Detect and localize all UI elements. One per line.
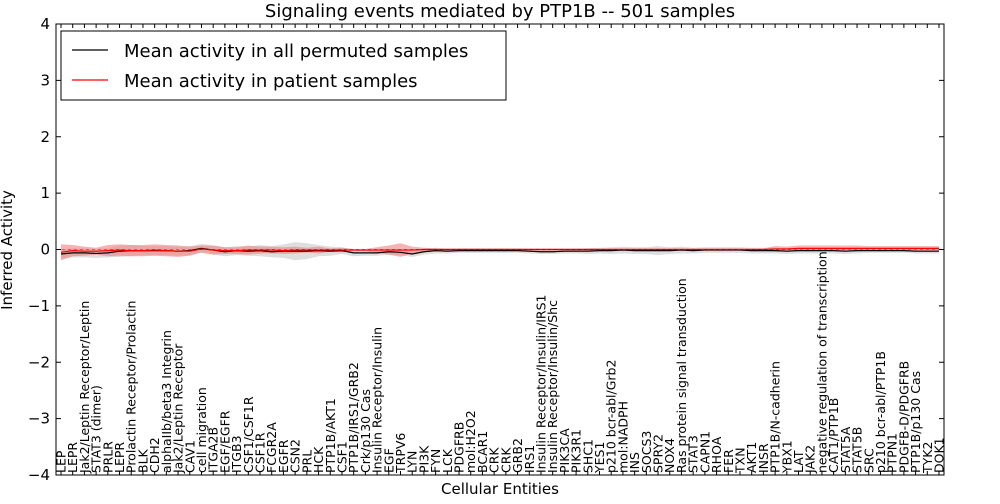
x-tick-label: LYN bbox=[405, 451, 420, 473]
y-axis-label: Inferred Activity bbox=[0, 190, 16, 310]
y-ticks: −4 −3 −2 −1 0 1 2 3 4 bbox=[28, 15, 944, 484]
x-tick-label: PDGFB-D/PDGFRB bbox=[896, 361, 911, 473]
x-tick-label: SHC1 bbox=[580, 439, 595, 473]
x-tick-label: LAT bbox=[791, 450, 806, 473]
x-tick-label: Ras protein signal transduction bbox=[674, 278, 689, 473]
legend-permuted-label: Mean activity in all permuted samples bbox=[124, 41, 468, 62]
y-tick-label: 0 bbox=[40, 241, 50, 259]
x-tick-label: GRB2 bbox=[510, 438, 525, 473]
x-tick-label: YES1 bbox=[592, 442, 607, 474]
x-tick-label: NOX4 bbox=[662, 438, 677, 473]
x-tick-label: SPRY2 bbox=[651, 434, 666, 473]
x-tick-label: CDH2 bbox=[147, 437, 162, 473]
x-tick-label: BLK bbox=[135, 448, 150, 473]
legend-box bbox=[60, 30, 507, 101]
x-tick-label: PIK3CA bbox=[557, 428, 572, 473]
x-tick-label: ITGB3 bbox=[229, 435, 244, 473]
legend: Mean activity in all permuted samples Me… bbox=[60, 30, 507, 101]
x-tick-label: FER bbox=[721, 449, 736, 473]
legend-patient-label: Mean activity in patient samples bbox=[124, 71, 418, 92]
x-tick-label: Crk/p130 Cas bbox=[358, 389, 373, 473]
x-tick-label: TRPV6 bbox=[393, 433, 408, 474]
x-tick-label: YBX1 bbox=[779, 440, 794, 474]
x-tick-label: SRC bbox=[861, 448, 876, 473]
x-tick-label: LEPR bbox=[112, 442, 127, 473]
x-tick-label: PRLR bbox=[100, 441, 115, 473]
x-tick-label: p210 bcr-abl/PTP1B bbox=[873, 351, 888, 473]
x-tick-label: CSF1R bbox=[253, 432, 268, 473]
x-tick-label: INSR bbox=[756, 443, 771, 473]
x-tick-label: cell migration bbox=[194, 387, 209, 473]
x-tick-label: AKT1 bbox=[744, 442, 759, 473]
x-tick-label: EGF/EGFR bbox=[217, 410, 232, 473]
x-tick-label: INS bbox=[627, 452, 642, 473]
x-tick-label: FCGR2A bbox=[264, 422, 279, 473]
x-tick-label: SOCS3 bbox=[639, 431, 654, 473]
x-tick-label: EGFR bbox=[276, 439, 291, 473]
x-tick-label: PTPN1 bbox=[885, 433, 900, 473]
x-tick-label: IRS1 bbox=[522, 445, 537, 473]
x-tick-label: Prolactin Receptor/Prolactin bbox=[124, 301, 139, 473]
x-tick-label: PTP1B/AKT1 bbox=[323, 398, 338, 473]
x-tick-label: EGF bbox=[381, 448, 396, 473]
x-tick-label: LCK bbox=[440, 448, 455, 473]
y-tick-label: −4 bbox=[28, 466, 50, 484]
x-tick-label: HCK bbox=[311, 446, 326, 473]
x-tick-label: negative regulation of transcription bbox=[814, 251, 829, 473]
x-axis-label: Cellular Entities bbox=[441, 480, 559, 498]
x-tick-label: CRK bbox=[498, 447, 513, 473]
x-tick-label: CSF1/CSF1R bbox=[241, 396, 256, 473]
y-tick-label: 3 bbox=[40, 71, 50, 89]
y-tick-label: 2 bbox=[40, 128, 50, 146]
x-tick-label: PDGFRB bbox=[452, 422, 467, 473]
x-tick-label: STAT3 (dimer) bbox=[89, 385, 104, 473]
x-tick-label: PRL bbox=[299, 450, 314, 473]
y-tick-label: −1 bbox=[28, 297, 50, 315]
x-tick-label: CAT1/PTP1B bbox=[826, 398, 841, 473]
x-tick-label: TYK2 bbox=[920, 442, 935, 474]
x-tick-label: CSF1 bbox=[334, 441, 349, 473]
x-tick-label: LEPR bbox=[65, 442, 80, 473]
x-tick-label: DOK1 bbox=[932, 437, 947, 473]
x-tick-label: STAT5A bbox=[838, 426, 853, 473]
patient-band bbox=[61, 243, 939, 261]
x-tick-label: Insulin Receptor/Insulin/IRS1 bbox=[533, 295, 548, 473]
x-tick-label: CRK bbox=[487, 447, 502, 473]
y-tick-label: −2 bbox=[28, 353, 50, 371]
x-tick-label: CAPN1 bbox=[697, 431, 712, 473]
series-lines bbox=[56, 247, 944, 255]
x-tick-label: ITGA2B bbox=[206, 427, 221, 473]
y-tick-label: −3 bbox=[28, 410, 50, 428]
x-tick-label: RHOA bbox=[709, 436, 724, 473]
x-tick-label: TXN bbox=[732, 447, 747, 474]
x-tick-label: Insulin Receptor/Insulin bbox=[370, 327, 385, 473]
y-tick-label: 4 bbox=[40, 15, 50, 33]
x-tick-label: FYN bbox=[428, 449, 443, 473]
x-tick-label: CSN2 bbox=[288, 439, 303, 473]
x-tick-label: PTP1B/p130 Cas bbox=[908, 371, 923, 473]
x-tick-label: PTP1B/N-cadherin bbox=[768, 361, 783, 473]
x-tick-label: Insulin Receptor/Insulin/Shc bbox=[545, 300, 560, 473]
x-tick-label: mol:H2O2 bbox=[463, 410, 478, 473]
x-tick-label: BCAR1 bbox=[475, 431, 490, 473]
x-tick-label: Jak2/Leptin Receptor/Leptin bbox=[77, 301, 92, 474]
x-tick-label: STAT5B bbox=[850, 427, 865, 473]
x-tick-label: p210 bcr-abl/Grb2 bbox=[604, 360, 619, 473]
x-tick-label: LEP bbox=[54, 450, 69, 473]
y-tick-label: 1 bbox=[40, 184, 50, 202]
x-tick-label: mol:NADPH bbox=[615, 401, 630, 473]
plot-frame bbox=[55, 23, 945, 476]
x-tick-label: JAK2 bbox=[803, 445, 818, 474]
x-tick-label: alphaIIb/beta3 Integrin bbox=[159, 330, 174, 473]
x-tick-label: STAT3 bbox=[686, 435, 701, 473]
x-tick-label: CAV1 bbox=[182, 440, 197, 473]
x-tick-label: PTP1B/IRS1/GRB2 bbox=[346, 362, 361, 473]
x-tick-label: PI3K bbox=[416, 445, 431, 473]
x-tick-label: Jak2/Leptin Receptor bbox=[171, 343, 186, 474]
chart-title: Signaling events mediated by PTP1B -- 50… bbox=[265, 1, 735, 22]
x-tick-label: PIK3R1 bbox=[569, 429, 584, 473]
